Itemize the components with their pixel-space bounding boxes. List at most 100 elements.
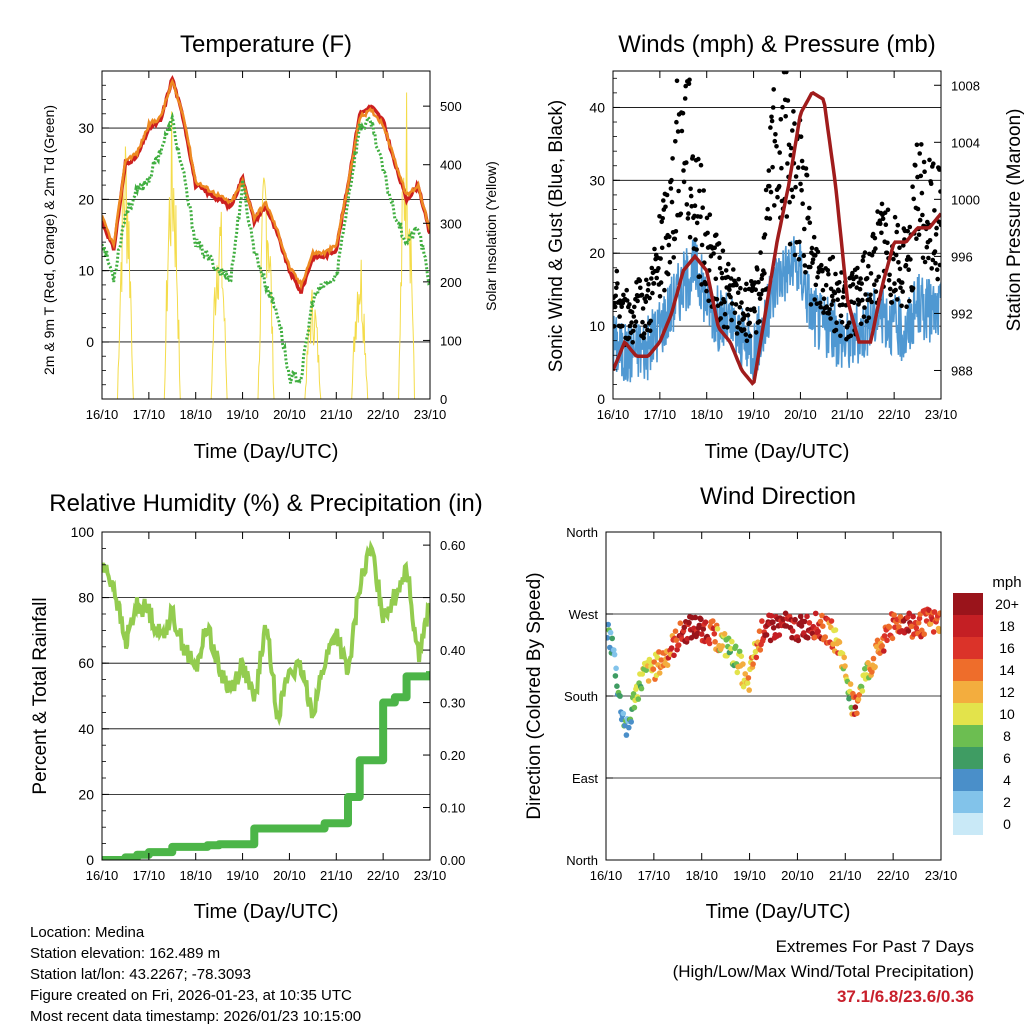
pressure-line <box>613 91 941 386</box>
direction-point <box>756 628 763 634</box>
direction-point <box>664 662 671 668</box>
gust-point <box>664 192 670 198</box>
gust-point <box>633 319 639 325</box>
y-tick-label: 100 <box>71 524 95 540</box>
gust-point <box>772 138 778 144</box>
gust-point <box>685 216 691 221</box>
gust-point <box>815 249 821 255</box>
gust-point <box>869 299 874 305</box>
gust-point <box>614 285 619 291</box>
colorbar-swatch <box>953 681 983 703</box>
direction-point <box>714 626 721 632</box>
direction-point <box>609 635 615 642</box>
x-tick-label: 16/10 <box>597 407 630 422</box>
direction-point <box>674 646 680 653</box>
direction-point <box>795 637 802 644</box>
solar-day-trace <box>163 111 181 399</box>
direction-point <box>611 651 618 658</box>
x-tick-label: 18/10 <box>179 868 212 883</box>
gust-point <box>647 328 653 334</box>
y2-tick-label: 500 <box>440 99 462 114</box>
gust-point <box>762 232 768 237</box>
gust-point <box>615 281 620 286</box>
gust-point <box>680 64 685 69</box>
gust-point <box>779 165 784 171</box>
gust-point <box>918 173 924 179</box>
colorbar-label: 12 <box>999 684 1015 700</box>
gust-point <box>861 314 867 320</box>
winds-title: Winds (mph) & Pressure (mb) <box>618 31 935 58</box>
gust-point <box>717 266 723 271</box>
direction-point <box>905 628 912 634</box>
temp-2m-line <box>102 75 430 294</box>
gust-point <box>857 286 863 292</box>
gust-point <box>889 300 895 305</box>
gust-point <box>624 287 629 293</box>
gust-point <box>813 253 818 258</box>
gust-point <box>935 276 940 282</box>
direction-point <box>836 639 843 645</box>
gust-point <box>838 313 844 319</box>
direction-point <box>706 640 713 647</box>
direction-point <box>812 610 819 617</box>
station-info: Location: Medina Station elevation: 162.… <box>30 922 361 1027</box>
gust-point <box>665 271 671 277</box>
gust-point <box>734 282 739 288</box>
gust-point <box>922 259 928 265</box>
gust-point <box>673 229 679 234</box>
gust-point <box>643 299 649 305</box>
gust-point <box>932 208 937 213</box>
direction-point <box>668 645 675 651</box>
direction-point <box>698 616 704 623</box>
gust-point <box>767 216 773 221</box>
gust-point <box>799 158 805 164</box>
gust-point <box>926 255 931 261</box>
y2-tick-label: 0.10 <box>440 801 465 816</box>
direction-point <box>910 613 916 620</box>
gust-point <box>911 196 916 202</box>
gust-point <box>896 260 901 265</box>
gust-point <box>893 252 899 258</box>
direction-point <box>879 643 885 649</box>
gust-point <box>629 320 634 325</box>
gust-point <box>613 293 618 299</box>
x-tick-label: 16/10 <box>590 868 623 883</box>
direction-point <box>931 609 938 615</box>
direction-point <box>673 637 680 643</box>
direction-point <box>658 657 665 663</box>
gust-point <box>827 307 832 312</box>
gust-point <box>617 314 622 319</box>
gust-point <box>679 128 685 134</box>
direction-point <box>744 680 751 686</box>
solar-insolation-series <box>117 92 415 399</box>
gust-point <box>922 169 927 174</box>
gust-point <box>688 186 693 192</box>
direction-point <box>806 620 813 626</box>
direction-point <box>686 619 692 626</box>
x-tick-label: 19/10 <box>737 407 770 422</box>
gust-point <box>682 96 688 101</box>
direction-point <box>752 648 759 655</box>
gust-point <box>920 212 925 218</box>
gust-point <box>649 276 654 281</box>
gust-point <box>832 290 838 296</box>
humidity-ylabel-left: Percent & Total Rainfall <box>30 597 51 794</box>
direction-point <box>654 654 661 661</box>
station-location: Location: Medina <box>30 924 145 941</box>
gust-point <box>936 219 941 224</box>
gust-point <box>753 330 759 335</box>
gust-point <box>752 308 757 314</box>
gust-point <box>930 257 936 263</box>
relative-humidity-line <box>102 539 430 727</box>
gust-point <box>895 297 900 302</box>
gust-point <box>643 323 648 329</box>
colorbar-label: 6 <box>1003 750 1011 766</box>
gust-point <box>807 220 813 225</box>
direction-point <box>798 623 805 629</box>
extremes-values: 37.1/6.8/23.6/0.36 <box>836 987 974 1006</box>
gust-point <box>770 105 776 110</box>
gust-point <box>696 156 701 162</box>
gust-point <box>741 327 747 332</box>
gust-point <box>837 280 842 285</box>
gust-point <box>651 281 657 286</box>
